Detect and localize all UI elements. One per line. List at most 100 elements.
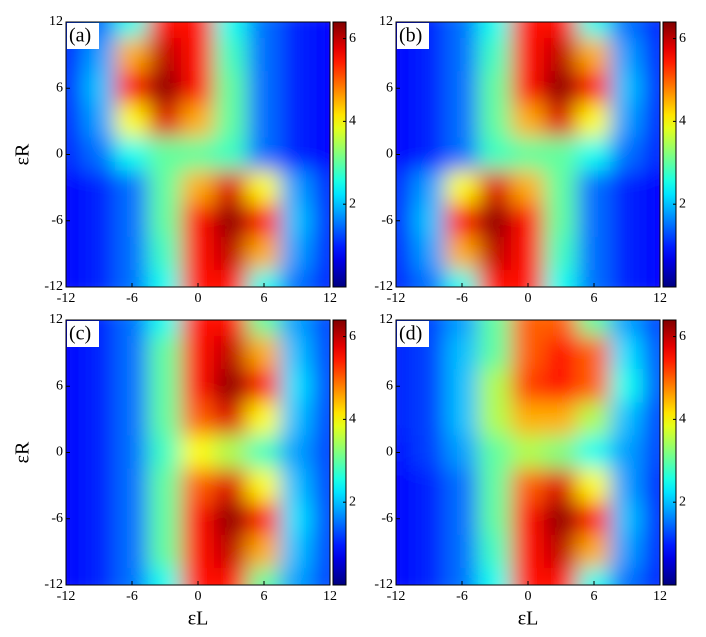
- heatmap-cell: [115, 402, 149, 437]
- heatmap-cell: [66, 468, 83, 503]
- heatmap-cell: [82, 468, 116, 503]
- heatmap-cell: [544, 22, 578, 40]
- heatmap-cell: [115, 269, 149, 287]
- heatmap-cell: [396, 369, 413, 404]
- heatmap-cell: [445, 534, 479, 569]
- heatmap-cell: [511, 38, 545, 73]
- panel-label: (c): [69, 323, 91, 345]
- heatmap-cell: [511, 22, 545, 40]
- heatmap-cell: [214, 170, 248, 205]
- heatmap-cell: [478, 534, 512, 569]
- heatmap-cell: [313, 137, 330, 172]
- heatmap-cell: [148, 38, 182, 73]
- heatmap-cell: [478, 236, 512, 271]
- panel-label-box: [67, 321, 99, 347]
- colorbar-tick-label: 6: [679, 31, 686, 46]
- heatmap-cell: [396, 203, 413, 238]
- heatmap-cell: [643, 236, 660, 271]
- heatmap-cell: [610, 369, 644, 404]
- heatmap-cell: [313, 567, 330, 585]
- heatmap-cell: [214, 336, 248, 371]
- heatmap-cell: [247, 203, 281, 238]
- heatmap-cell: [544, 534, 578, 569]
- heatmap-cell: [544, 269, 578, 287]
- heatmap-cell: [82, 236, 116, 271]
- colorbar-tick-label: 4: [679, 114, 686, 129]
- heatmap-cell: [412, 104, 446, 139]
- heatmap-cell: [445, 137, 479, 172]
- heatmap-cell: [181, 71, 215, 106]
- heatmap-cell: [396, 534, 413, 569]
- heatmap-cell: [544, 236, 578, 271]
- heatmap-cell: [610, 170, 644, 205]
- y-tick-label: -6: [51, 213, 63, 228]
- heatmap-cell: [544, 71, 578, 106]
- heatmap-cell: [66, 269, 83, 287]
- heatmap-cell: [478, 501, 512, 536]
- heatmap-cell: [643, 137, 660, 172]
- heatmap-cell: [478, 22, 512, 40]
- heatmap-cell: [577, 71, 611, 106]
- heatmap-cell: [115, 369, 149, 404]
- heatmap-cell: [577, 336, 611, 371]
- heatmap-cell: [181, 501, 215, 536]
- heatmap-cell: [115, 170, 149, 205]
- heatmap: [66, 320, 330, 585]
- heatmap-cell: [66, 137, 83, 172]
- heatmap-cell: [412, 137, 446, 172]
- heatmap-cell: [82, 435, 116, 470]
- heatmap-cell: [214, 435, 248, 470]
- heatmap-cell: [544, 203, 578, 238]
- panel-label-box: [397, 23, 429, 49]
- colorbar-tick-label: 2: [679, 196, 686, 211]
- heatmap-cell: [412, 71, 446, 106]
- heatmap-cell: [544, 137, 578, 172]
- heatmap-cell: [610, 468, 644, 503]
- heatmap-cell: [280, 320, 314, 338]
- heatmap-cell: [181, 170, 215, 205]
- colorbar-tick-label: 4: [679, 412, 686, 427]
- heatmap-cell: [643, 71, 660, 106]
- heatmap-cell: [115, 236, 149, 271]
- heatmap-cell: [643, 435, 660, 470]
- heatmap-cell: [643, 402, 660, 437]
- heatmap-cell: [396, 137, 413, 172]
- heatmap-cell: [478, 369, 512, 404]
- heatmap-cell: [148, 336, 182, 371]
- heatmap-cell: [577, 534, 611, 569]
- y-tick-label: 0: [56, 445, 63, 460]
- heatmap-cell: [66, 170, 83, 205]
- heatmap-cell: [181, 567, 215, 585]
- heatmap-cell: [247, 22, 281, 40]
- heatmap-cell: [66, 369, 83, 404]
- heatmap-cell: [280, 71, 314, 106]
- heatmap-cell: [643, 38, 660, 73]
- x-tick-label: -12: [57, 589, 76, 604]
- heatmap-cell: [478, 567, 512, 585]
- x-tick-label: -12: [387, 589, 406, 604]
- heatmap-cell: [82, 269, 116, 287]
- heatmap-cell: [280, 137, 314, 172]
- heatmap-cell: [115, 137, 149, 172]
- heatmap-cell: [115, 468, 149, 503]
- heatmap-cell: [148, 435, 182, 470]
- heatmap-cell: [577, 468, 611, 503]
- heatmap-cell: [577, 137, 611, 172]
- heatmap-cell: [511, 203, 545, 238]
- heatmap-cell: [445, 501, 479, 536]
- heatmap-cell: [148, 501, 182, 536]
- x-tick-label: -12: [57, 291, 76, 306]
- heatmap-cell: [66, 71, 83, 106]
- heatmap-cell: [643, 320, 660, 338]
- y-tick-label: 12: [379, 312, 393, 327]
- x-tick-label: 12: [323, 291, 337, 306]
- heatmap-cell: [445, 567, 479, 585]
- heatmap-cell: [445, 38, 479, 73]
- heatmap-cell: [115, 38, 149, 73]
- heatmap-cell: [313, 369, 330, 404]
- heatmap-cell: [181, 104, 215, 139]
- heatmap-cell: [478, 137, 512, 172]
- heatmap-cell: [610, 320, 644, 338]
- heatmap-cell: [478, 38, 512, 73]
